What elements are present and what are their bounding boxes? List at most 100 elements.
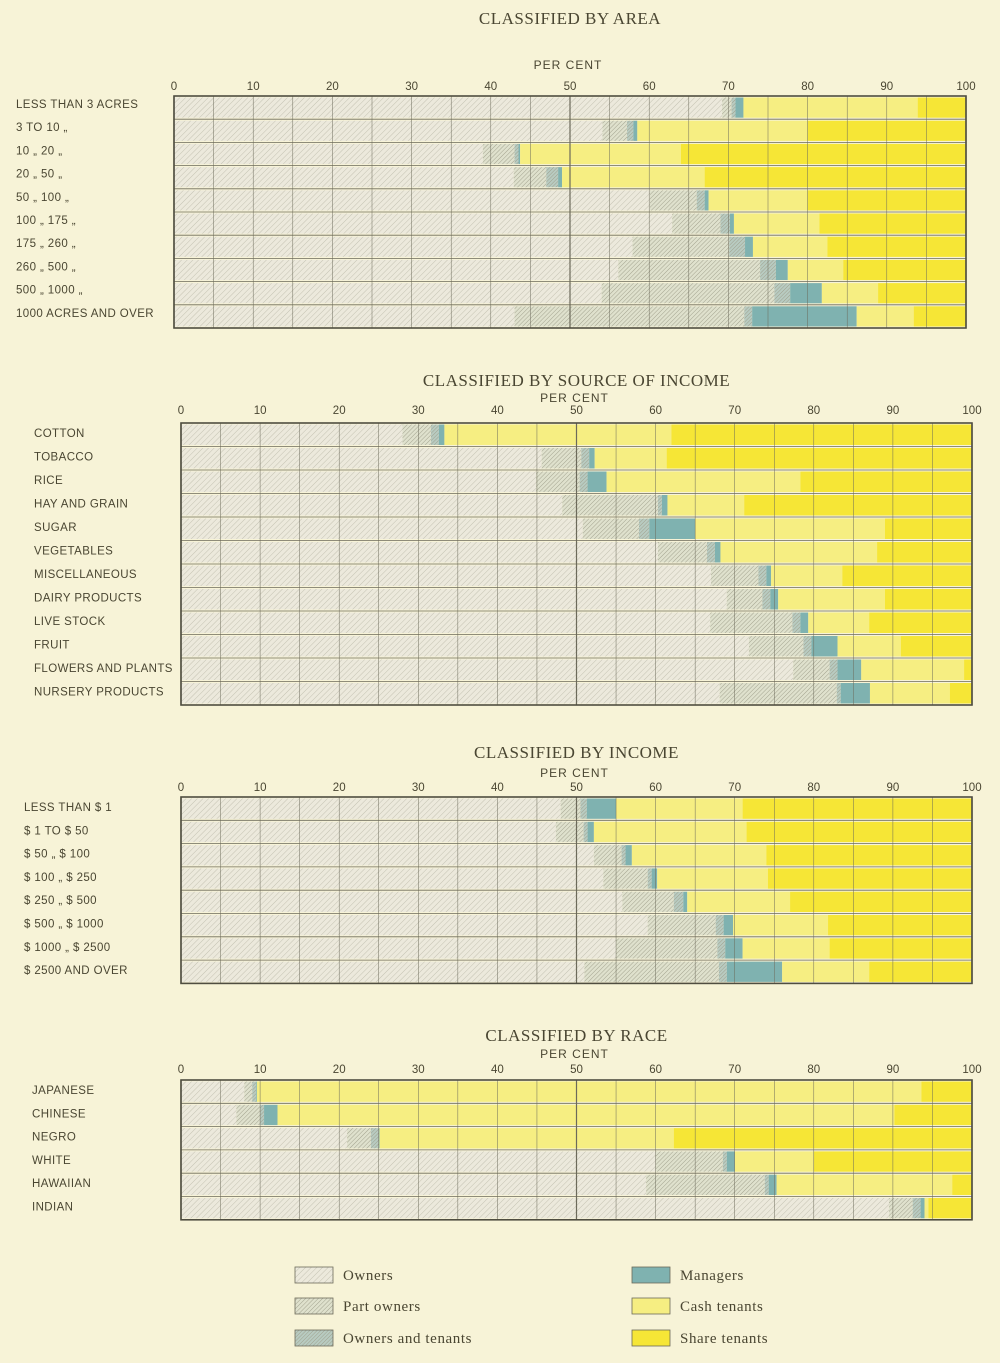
bar-segment-cash xyxy=(776,1174,953,1195)
tick-label: 60 xyxy=(649,1064,662,1076)
bar-segment-share xyxy=(829,938,972,959)
bar-segment-share xyxy=(800,471,972,492)
bar-segment-part-owners xyxy=(562,495,658,516)
bar-segment-owners xyxy=(174,190,650,211)
category-label: VEGETABLES xyxy=(34,546,113,558)
bar-segment-cash xyxy=(821,283,879,304)
bar-segment-cash xyxy=(782,961,870,982)
bar-segment-managers xyxy=(589,448,595,469)
bar-segment-managers xyxy=(661,495,668,516)
category-label: WHITE xyxy=(32,1155,71,1167)
bar-segment-owners xyxy=(181,542,658,563)
tick-label: 40 xyxy=(491,405,504,417)
bar-segment-managers xyxy=(735,97,744,118)
bar-segment-share xyxy=(869,612,972,633)
bar-segment-cash xyxy=(256,1081,922,1102)
category-label: 500 „ 1000 „ xyxy=(16,285,83,297)
bar-segment-owners xyxy=(174,236,633,257)
bar-segment-managers xyxy=(586,798,617,819)
bar-segment-owners-tenants xyxy=(673,891,684,912)
category-label: RICE xyxy=(34,475,63,487)
bar-segment-share xyxy=(913,306,966,327)
bar-segment-owners xyxy=(181,612,711,633)
category-label: NEGRO xyxy=(32,1132,76,1144)
bar-segment-managers xyxy=(438,424,445,445)
bar-segment-part-owners xyxy=(513,167,547,188)
bar-segment-cash xyxy=(742,938,830,959)
bar-segment-cash xyxy=(787,259,844,281)
bar-segment-part-owners xyxy=(649,190,697,211)
plot-frame xyxy=(180,422,973,706)
category-label: HAY AND GRAIN xyxy=(34,499,128,511)
bar-segment-owners-tenants xyxy=(621,845,626,866)
bar-segment-share xyxy=(671,424,972,445)
bar-segment-part-owners xyxy=(582,518,639,539)
tick-label: 90 xyxy=(887,1064,900,1076)
bar-segment-part-owners xyxy=(482,143,515,165)
axis-label: PER CENT xyxy=(540,766,609,780)
category-label: 10 „ 20 „ xyxy=(16,145,62,157)
tick-label: 10 xyxy=(247,81,260,93)
bar-segment-owners xyxy=(181,424,403,445)
bar-segment-owners xyxy=(174,143,483,165)
bar-segment-share xyxy=(884,589,972,610)
bar-segment-share xyxy=(827,236,966,257)
bar-segment-part-owners xyxy=(710,612,793,633)
bar-segment-part-owners xyxy=(618,259,761,281)
bar-segment-owners xyxy=(174,213,673,234)
bar-segment-share xyxy=(828,915,972,936)
bar-segment-share xyxy=(877,542,972,563)
tick-label: 50 xyxy=(570,405,583,417)
category-label: 100 „ 175 „ xyxy=(16,215,76,227)
bar-segment-cash xyxy=(687,891,791,912)
tick-label: 40 xyxy=(484,81,497,93)
bar-segment-owners xyxy=(181,821,556,843)
bar-segment-part-owners xyxy=(888,1198,913,1219)
bar-segment-part-owners xyxy=(593,845,622,866)
bar-segment-owners-tenants xyxy=(627,120,634,141)
bar-segment-share xyxy=(767,868,972,889)
bar-segment-share xyxy=(949,683,972,704)
category-label: $ 100 „ $ 250 xyxy=(24,872,97,884)
bar-segment-share xyxy=(819,213,966,234)
bar-segment-share xyxy=(843,259,966,281)
category-label: FLOWERS AND PLANTS xyxy=(34,663,173,675)
bar-segment-owners-tenants xyxy=(580,798,587,819)
bar-segment-managers xyxy=(378,1128,380,1149)
tick-label: 60 xyxy=(649,782,662,794)
legend-item-cash: Cash tenants xyxy=(631,1297,763,1315)
legend-swatch xyxy=(294,1266,334,1284)
bar-segment-share xyxy=(704,167,966,188)
bar-segment-part-owners xyxy=(622,891,674,912)
bar-segment-owners-tenants xyxy=(715,915,724,936)
bar-segment-owners-tenants xyxy=(707,542,715,563)
tick-label: 90 xyxy=(880,81,893,93)
bar-segment-share xyxy=(673,1128,972,1149)
bar-segment-managers xyxy=(768,1174,777,1195)
bar-segment-cash xyxy=(444,424,672,445)
category-label: LESS THAN 3 ACRES xyxy=(16,99,138,111)
tick-label: 70 xyxy=(722,81,735,93)
bar-segment-part-owners xyxy=(560,798,581,819)
bar-segment-share xyxy=(790,891,972,912)
bar-segment-managers xyxy=(518,143,521,165)
tick-label: 30 xyxy=(412,782,425,794)
category-label: 50 „ 100 „ xyxy=(16,192,69,204)
bar-segment-managers xyxy=(837,659,862,680)
bar-segment-cash xyxy=(733,213,820,234)
chart-panel: CLASSIFIED BY RACE PER CENT 0 10 20 30 40 50 60 7… xyxy=(32,1026,982,1221)
bar-segment-owners-tenants xyxy=(638,518,650,539)
bar-segment-cash xyxy=(637,120,808,141)
bar-segment-share xyxy=(766,845,972,866)
bar-segment-owners-tenants xyxy=(764,1174,769,1195)
bar-segment-cash xyxy=(924,1198,929,1219)
plot-frame xyxy=(180,796,973,985)
bar-segment-managers xyxy=(633,120,638,141)
category-label: $ 1000 „ $ 2500 xyxy=(24,942,111,954)
bar-segment-managers xyxy=(725,938,743,959)
bar-segment-owners xyxy=(181,495,563,516)
tick-label: 0 xyxy=(178,1064,184,1076)
bar-segment-owners xyxy=(181,891,623,912)
bar-segment-part-owners xyxy=(347,1128,371,1149)
